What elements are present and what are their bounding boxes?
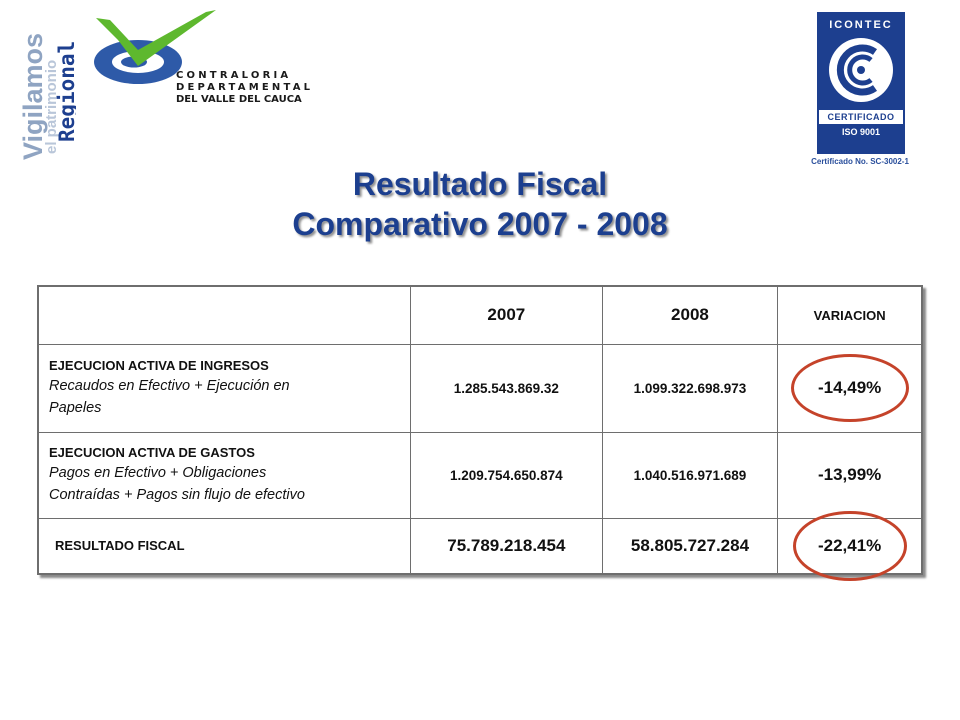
fiscal-results-table: 2007 2008 VARIACION EJECUCION ACTIVA DE … xyxy=(37,285,923,581)
header-2007: 2007 xyxy=(410,285,603,345)
row-label-ingresos: EJECUCION ACTIVA DE INGRESOS Recaudos en… xyxy=(37,343,412,433)
row-description-line-1: Recaudos en Efectivo + Ejecución en xyxy=(49,378,290,394)
icontec-standard: ISO 9001 xyxy=(841,127,881,137)
variation-value: -22,41% xyxy=(817,535,882,555)
slogan-word-regional: Regional xyxy=(55,41,76,142)
organization-name: CONTRALORIA DEPARTAMENTAL DEL VALLE DEL … xyxy=(176,70,336,106)
variation-cell: -14,49% xyxy=(777,343,923,433)
title-line-2: Comparativo 2007 - 2008 xyxy=(292,206,668,242)
row-description-line-1: Pagos en Efectivo + Obligaciones xyxy=(49,465,267,481)
table-row: RESULTADO FISCAL 75.789.218.454 58.805.7… xyxy=(37,510,923,581)
slogan-vertical: Vigilamos el patrimonio Regional xyxy=(18,33,76,160)
header-variation: VARIACION xyxy=(777,285,923,345)
icontec-c-icon xyxy=(829,38,893,102)
value-2008: 1.099.322.698.973 xyxy=(601,343,779,433)
icontec-brand: ICONTEC xyxy=(829,19,893,31)
row-label-resultado: RESULTADO FISCAL xyxy=(37,517,412,575)
page-title: Resultado Fiscal Comparativo 2007 - 2008 xyxy=(0,164,960,244)
row-description-line-2: Papeles xyxy=(49,400,102,416)
row-title: EJECUCION ACTIVA DE INGRESOS xyxy=(49,358,269,373)
row-label-gastos: EJECUCION ACTIVA DE GASTOS Pagos en Efec… xyxy=(37,431,412,519)
variation-cell: -22,41% xyxy=(777,510,923,581)
table-row: EJECUCION ACTIVA DE GASTOS Pagos en Efec… xyxy=(37,431,923,519)
certificate-number: Certificado No. SC-3002-1 xyxy=(811,157,909,166)
value-2008: 58.805.727.284 xyxy=(601,517,779,575)
variation-value: -13,99% xyxy=(777,431,923,519)
value-2007: 75.789.218.454 xyxy=(410,517,603,575)
org-name-line-1: CONTRALORIA xyxy=(176,70,292,81)
row-description-line-2: Contraídas + Pagos sin flujo de efectivo xyxy=(49,487,305,503)
org-name-line-2: DEPARTAMENTAL xyxy=(176,82,314,93)
value-2008: 1.040.516.971.689 xyxy=(601,431,779,519)
variation-value: -14,49% xyxy=(817,378,882,397)
org-name-line-3: DEL VALLE DEL CAUCA xyxy=(176,94,302,105)
slogan-word-vigilamos: Vigilamos xyxy=(18,33,48,160)
title-line-1: Resultado Fiscal xyxy=(352,166,608,202)
value-2007: 1.285.543.869.32 xyxy=(410,343,603,433)
header-2008: 2008 xyxy=(601,285,779,345)
icontec-seal: ICONTEC CERTIFICADO ISO 9001 xyxy=(817,12,905,154)
icontec-certified-band: CERTIFICADO xyxy=(819,110,903,124)
row-title: EJECUCION ACTIVA DE GASTOS xyxy=(49,445,255,460)
slogan-word-patrimonio: el patrimonio xyxy=(43,60,60,154)
value-2007: 1.209.754.650.874 xyxy=(410,431,603,519)
table-row: EJECUCION ACTIVA DE INGRESOS Recaudos en… xyxy=(37,343,923,433)
header-empty-cell xyxy=(37,285,412,345)
table-header-row: 2007 2008 VARIACION xyxy=(37,285,923,345)
contraloria-logo-icon xyxy=(94,10,216,84)
